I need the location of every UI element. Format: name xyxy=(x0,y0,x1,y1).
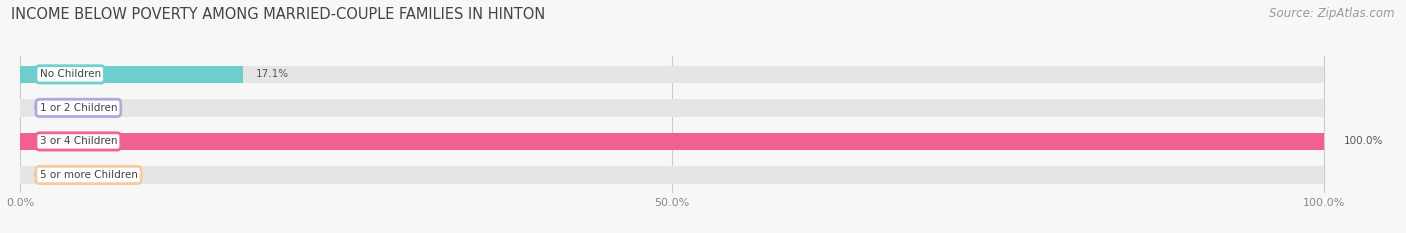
Bar xyxy=(20,99,1324,116)
Text: 5 or more Children: 5 or more Children xyxy=(39,170,138,180)
Text: 100.0%: 100.0% xyxy=(1344,136,1384,146)
Text: 17.1%: 17.1% xyxy=(256,69,290,79)
Text: 1 or 2 Children: 1 or 2 Children xyxy=(39,103,117,113)
Text: 3 or 4 Children: 3 or 4 Children xyxy=(39,136,117,146)
Bar xyxy=(20,66,1324,83)
Bar xyxy=(20,166,1324,184)
Bar xyxy=(20,66,243,83)
Text: Source: ZipAtlas.com: Source: ZipAtlas.com xyxy=(1270,7,1395,20)
Text: INCOME BELOW POVERTY AMONG MARRIED-COUPLE FAMILIES IN HINTON: INCOME BELOW POVERTY AMONG MARRIED-COUPL… xyxy=(11,7,546,22)
Bar xyxy=(20,133,1324,150)
Text: No Children: No Children xyxy=(39,69,101,79)
Bar xyxy=(20,133,1324,150)
Text: 0.0%: 0.0% xyxy=(34,103,59,113)
Text: 0.0%: 0.0% xyxy=(34,170,59,180)
